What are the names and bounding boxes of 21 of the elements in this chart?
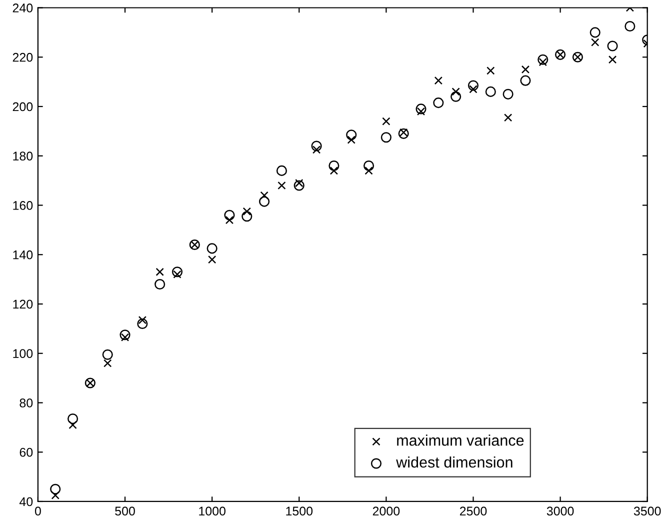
x-tick-label: 2000 — [372, 506, 400, 516]
x-tick-label: 1000 — [199, 506, 226, 516]
y-tick-label: 60 — [20, 448, 33, 457]
y-tick-label: 80 — [20, 398, 33, 408]
x-tick-label: 3500 — [634, 506, 661, 516]
y-tick-label: 220 — [12, 52, 33, 62]
legend-label: maximum variance — [397, 434, 524, 446]
x-tick-label: 500 — [115, 506, 135, 516]
legend-label: widest dimension — [396, 456, 512, 468]
y-tick-label: 160 — [13, 201, 33, 210]
y-tick-label: 140 — [13, 250, 33, 260]
y-tick-label: 200 — [12, 102, 33, 112]
x-tick-label: 1500 — [286, 506, 313, 516]
y-tick-label: 100 — [13, 349, 33, 358]
y-tick-label: 180 — [13, 152, 33, 161]
y-tick-label: 240 — [12, 4, 33, 12]
x-tick-label: 0 — [34, 506, 41, 516]
y-tick-label: 120 — [13, 300, 33, 309]
x-tick-label: 3000 — [546, 506, 574, 516]
y-tick-label: 40 — [19, 497, 33, 506]
x-tick-label: 2500 — [460, 506, 487, 516]
